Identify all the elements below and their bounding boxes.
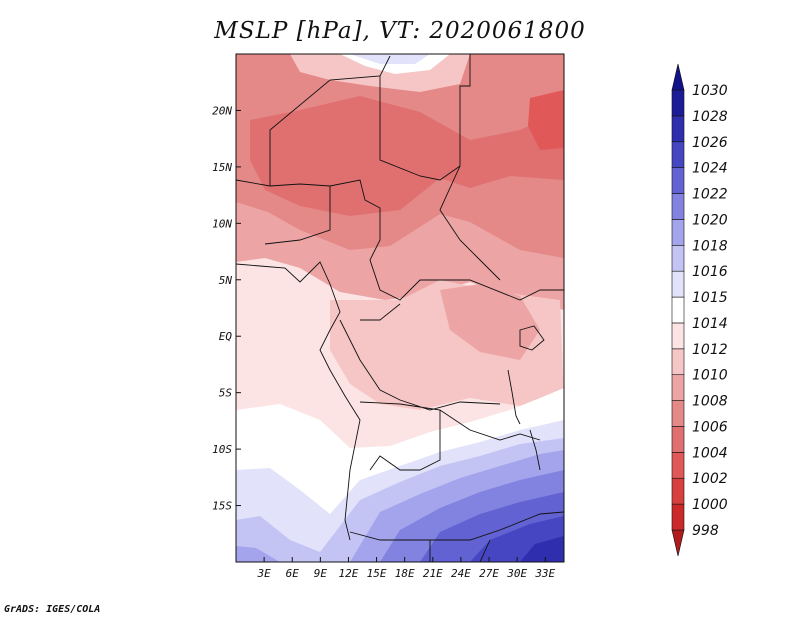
y-tick-label: 10N [212,217,232,230]
colorbar-low-arrow [671,529,685,557]
colorbar-swatch [671,296,685,324]
colorbar-label: 1014 [692,316,728,332]
coastline [236,261,361,541]
x-tick-label: 9E [314,567,328,580]
colorbar-high-arrow [671,63,685,91]
map-title: MSLP [hPa], VT: 2020061800 [214,18,586,44]
x-axis: 3E 6E 9E 12E 15E 18E 21E 24E 27E 30E 33E [256,557,556,580]
colorbar-label: 1018 [692,238,728,254]
y-tick-label: 5N [219,274,233,287]
colorbar-swatch [671,167,685,194]
y-tick-label: 10S [212,443,232,456]
x-tick-label: 3E [256,567,271,580]
borders [236,54,564,562]
colorbar-swatch [671,400,685,427]
colorbar-label: 998 [692,523,719,539]
colorbar-swatch [671,477,685,505]
x-tick-label: 12E [339,567,359,580]
x-tick-label: 21E [423,567,443,580]
colorbar-label: 1016 [692,264,728,280]
colorbar-swatch [671,503,685,531]
x-tick-label: 15E [367,567,387,580]
colorbar-swatch [671,374,685,401]
contour-1028 [520,536,564,562]
colorbar-label: 1010 [692,368,728,384]
colorbar-label: 1004 [692,445,728,461]
x-tick-label: 33E [534,567,555,580]
colorbar-swatch [671,219,685,246]
colorbar-label: 1024 [692,161,728,177]
colorbar-swatch [671,452,685,479]
contour-1016-north [350,54,430,64]
colorbar: 998 1000 1002 1004 1006 1008 1010 1012 1014 1015 1… [671,63,728,557]
colorbar-swatch [671,244,685,272]
grads-credit: GrADS: IGES/COLA [4,604,101,615]
border-lines [236,54,564,562]
contour-1010-east [440,284,540,360]
colorbar-swatch [671,348,685,376]
x-tick-label: 30E [506,567,527,580]
map-frame [235,53,565,563]
colorbar-label: 1012 [692,342,728,358]
y-tick-label: EQ [219,330,233,343]
colorbar-label: 1026 [692,135,728,151]
colorbar-label: 1030 [692,83,728,99]
colorbar-label: 1000 [692,497,728,513]
colorbar-swatch [671,141,685,168]
y-tick-label: 5S [219,387,233,400]
colorbar-swatch [671,426,685,453]
colorbar-label: 1006 [692,419,728,435]
colorbar-label: 1020 [692,212,728,228]
y-tick-label: 15N [212,161,232,174]
colorbar-swatch [671,89,685,117]
pressure-field [236,54,564,562]
colorbar-swatch [671,322,685,350]
x-tick-label: 6E [286,567,300,580]
x-tick-label: 24E [451,567,471,580]
y-tick-label: 15S [212,500,232,513]
lake-malawi [529,429,541,471]
colorbar-swatch [671,193,685,220]
colorbar-label: 1028 [692,109,728,125]
y-axis: 20N 15N 10N 5N EQ 5S 10S 15S [212,104,241,513]
colorbar-label: 1008 [692,394,728,410]
lake-tanganyika [507,369,521,425]
colorbar-label: 1002 [692,471,728,487]
contour-1004 [528,90,564,150]
x-tick-label: 27E [479,567,499,580]
colorbar-swatch [671,270,685,298]
colorbar-swatch [671,115,685,143]
y-tick-label: 20N [212,104,232,117]
lake-victoria [519,325,545,351]
colorbar-label: 1022 [692,187,728,203]
colorbar-label: 1015 [692,290,728,306]
x-tick-label: 18E [395,567,415,580]
